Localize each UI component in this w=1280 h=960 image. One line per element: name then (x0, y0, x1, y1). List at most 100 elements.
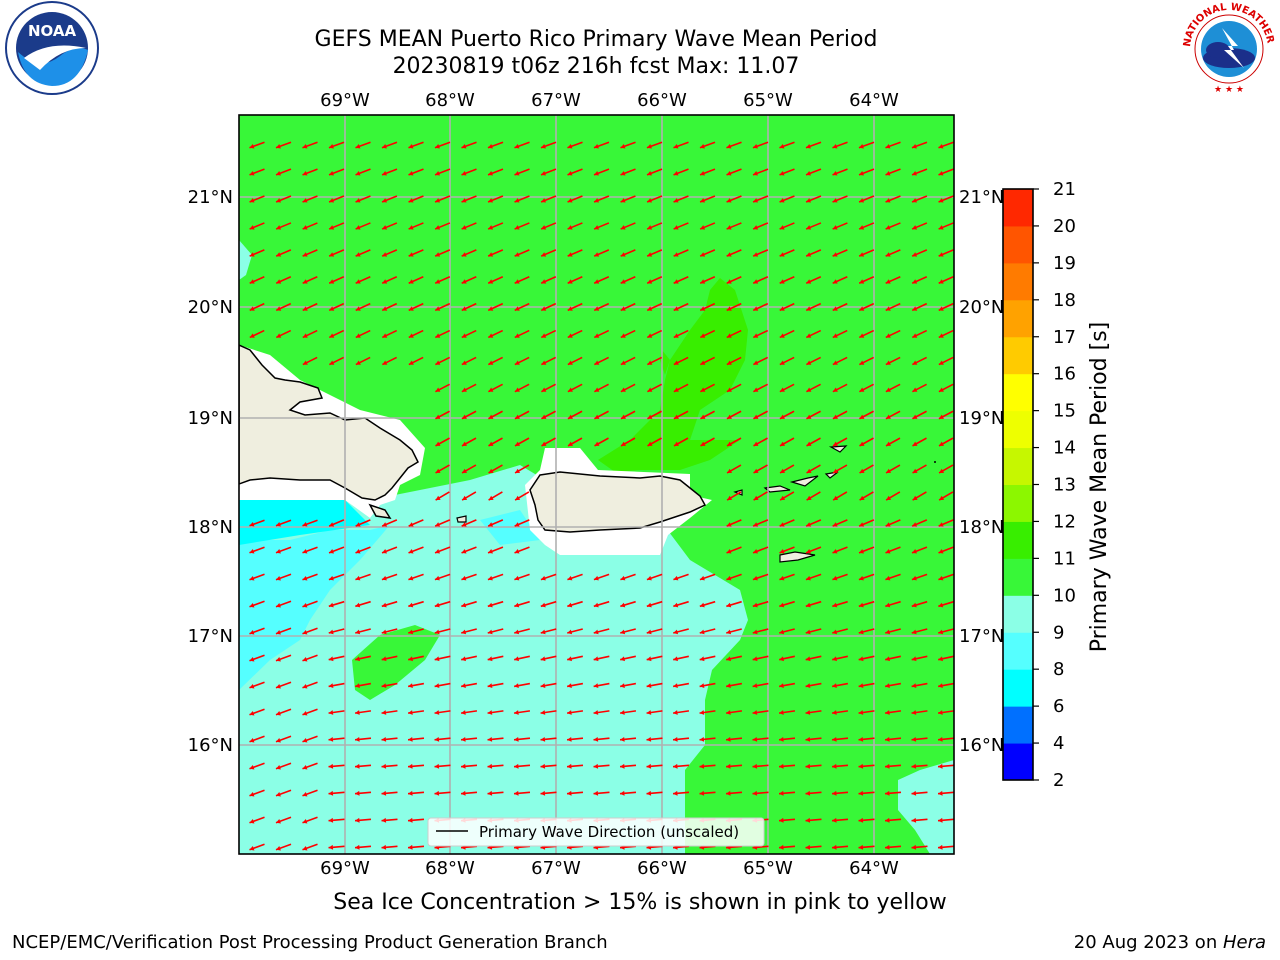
wave-arrow-head (329, 198, 335, 203)
colorbar-bin (1003, 484, 1033, 522)
colorbar-bin (1003, 558, 1033, 596)
wave-arrow-head (885, 656, 890, 662)
wave-arrow-head (779, 414, 785, 419)
wave-arrow-head (938, 683, 943, 688)
wave-arrow-head (753, 360, 759, 365)
wave-arrow-head (673, 225, 679, 230)
wave-arrow-head (381, 736, 387, 742)
wave-arrow-head (806, 414, 812, 419)
wave-arrow-head (249, 602, 255, 608)
wave-arrow-head (859, 522, 865, 527)
wave-arrow-head (620, 656, 625, 662)
wave-arrow-head (620, 736, 625, 742)
wave-arrow-head (620, 575, 626, 581)
wave-arrow-head (381, 683, 387, 688)
wave-arrow-head (302, 306, 308, 311)
wave-arrow-head (514, 629, 520, 635)
wave-arrow-head (647, 225, 653, 230)
colorbar-bin (1003, 189, 1033, 227)
wave-arrow-head (885, 306, 891, 311)
wave-arrow-head (753, 306, 759, 311)
wave-arrow-head (514, 387, 520, 392)
wave-arrow-head (620, 629, 626, 635)
wave-arrow-head (752, 602, 758, 608)
svg-text:66°W: 66°W (637, 90, 687, 111)
wave-arrow-head (832, 360, 838, 365)
land-hispaniola (239, 344, 419, 501)
wave-arrow-head (805, 790, 811, 796)
wave-arrow-head (753, 198, 759, 203)
wave-arrow-head (620, 360, 626, 365)
wave-arrow-head (382, 171, 387, 176)
wave-arrow-head (885, 549, 891, 554)
wave-arrow-head (832, 736, 837, 742)
wave-arrow-head (726, 736, 731, 742)
wave-arrow-head (434, 602, 440, 608)
colorbar-tick-label: 16 (1053, 364, 1076, 385)
wave-arrow-head (885, 143, 891, 149)
wave-arrow-head (647, 333, 653, 338)
colorbar-bin (1003, 373, 1033, 412)
wave-arrow-head (911, 844, 917, 850)
wave-arrow-head (726, 360, 732, 365)
wave-arrow-head (302, 171, 308, 176)
wave-arrow-head (938, 279, 944, 284)
wave-arrow-head (885, 602, 891, 608)
wave-arrow-head (699, 683, 705, 688)
noaa-logo: NOAA (5, 1, 99, 95)
colorbar-bin (1003, 521, 1033, 559)
wave-arrow-head (806, 495, 812, 501)
wave-arrow-head (249, 737, 255, 743)
wave-arrow-head (859, 387, 865, 392)
wave-arrow-head (753, 387, 759, 392)
wave-arrow-head (779, 171, 785, 176)
wave-arrow-head (726, 656, 731, 662)
wave-arrow-head (726, 198, 732, 203)
wave-arrow-head (620, 387, 626, 392)
wave-arrow-head (727, 495, 733, 501)
wave-arrow-head (779, 225, 785, 230)
wave-arrow-head (541, 171, 546, 176)
wave-arrow-head (249, 171, 255, 176)
wave-arrow-head (646, 656, 652, 662)
wave-arrow-head (620, 143, 626, 149)
wave-arrow-head (726, 333, 732, 338)
wave-arrow-head (647, 306, 653, 311)
wave-arrow-head (726, 575, 732, 581)
wave-arrow-head (700, 360, 706, 365)
wave-arrow-head (275, 764, 281, 770)
wave-arrow-head (911, 763, 917, 769)
wave-arrow-head (408, 143, 414, 149)
wave-arrow-head (302, 710, 308, 716)
wave-arrow-head (329, 252, 335, 257)
wave-arrow-head (355, 656, 360, 662)
colorbar-bin (1003, 743, 1033, 781)
wave-arrow-head (594, 225, 600, 230)
wave-arrow-head (488, 306, 494, 311)
colorbar-label: Primary Wave Mean Period [s] (1087, 322, 1112, 653)
wave-arrow-head (912, 441, 918, 446)
noaa-logo-text: NOAA (28, 22, 77, 40)
wave-arrow-head (435, 225, 441, 230)
wave-arrow-head (487, 629, 493, 635)
wave-arrow-head (355, 602, 361, 608)
wave-arrow-head (276, 306, 282, 311)
wave-arrow-head (276, 198, 282, 203)
wave-arrow-head (779, 790, 784, 796)
wave-arrow-head (647, 279, 653, 284)
wave-arrow-head (435, 198, 441, 203)
wave-arrow-head (858, 602, 864, 608)
wave-arrow-head (329, 522, 335, 527)
wave-arrow-head (302, 143, 308, 149)
wave-arrow-head (461, 171, 467, 176)
wave-arrow-head (911, 736, 917, 742)
wave-arrow-head (408, 602, 414, 608)
wave-arrow-head (700, 306, 706, 311)
wave-arrow-head (461, 333, 467, 338)
wave-arrow-head (461, 252, 467, 257)
wave-arrow-head (806, 333, 812, 338)
wave-arrow-head (408, 522, 414, 527)
wave-arrow-head (488, 225, 494, 230)
wave-arrow-head (408, 252, 414, 257)
wave-arrow-head (381, 656, 387, 662)
